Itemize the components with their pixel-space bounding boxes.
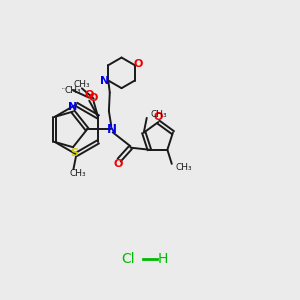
Text: O: O — [154, 112, 163, 122]
Text: CH₃: CH₃ — [150, 110, 167, 119]
Text: N: N — [100, 76, 110, 86]
Text: S: S — [70, 148, 78, 158]
Text: CH₃: CH₃ — [74, 80, 90, 89]
Text: O: O — [88, 93, 98, 103]
Text: N: N — [68, 102, 78, 112]
Text: O: O — [134, 59, 143, 69]
Text: Cl: Cl — [121, 252, 135, 266]
Text: O: O — [114, 159, 123, 170]
Text: methoxy: methoxy — [62, 87, 68, 88]
Text: CH₃: CH₃ — [175, 163, 192, 172]
Text: CH₃: CH₃ — [65, 86, 81, 95]
Text: O: O — [85, 90, 94, 100]
Text: H: H — [158, 252, 168, 266]
Text: CH₃: CH₃ — [70, 169, 86, 178]
Text: N: N — [107, 123, 117, 136]
